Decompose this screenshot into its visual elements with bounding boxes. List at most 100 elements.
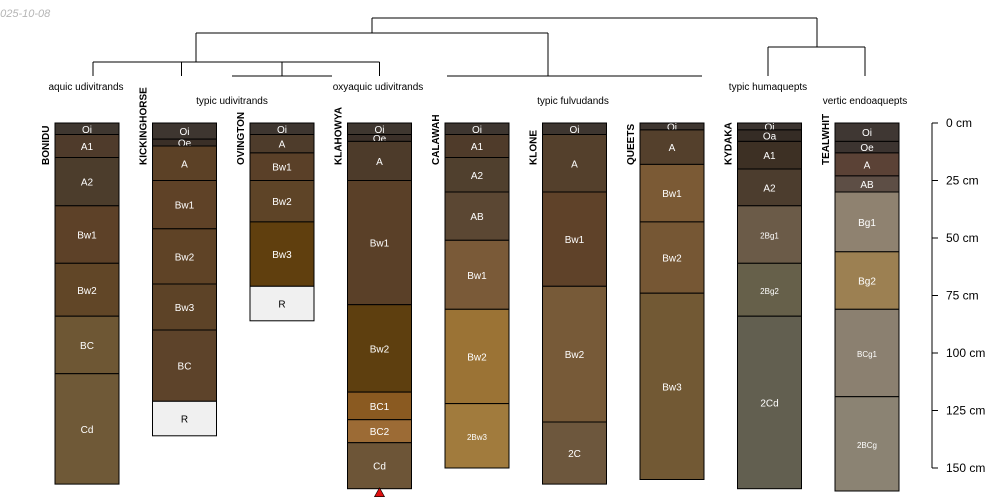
horizon-label: Oi (375, 125, 385, 136)
profile-name-label: TEALWHIT (821, 114, 832, 165)
horizon-band (542, 421, 607, 485)
classification-label: typic fulvudands (537, 96, 609, 107)
classification-label: typic humaquepts (729, 82, 807, 93)
horizon-band (347, 140, 412, 181)
horizon-label: BC1 (370, 402, 390, 413)
depth-axis-tick-label: 150 cm (946, 461, 985, 475)
horizon-label: A (864, 160, 871, 171)
horizon-label: Bg1 (858, 218, 876, 229)
horizon-band (54, 205, 120, 264)
horizon-band (347, 304, 412, 393)
classification-label: vertic endoaquepts (823, 96, 908, 107)
depth-axis-tick-label: 25 cm (946, 174, 979, 188)
horizon-band (834, 308, 900, 398)
horizon-label: Oi (862, 128, 872, 139)
horizon-label: Oi (765, 122, 775, 133)
horizon-band (152, 400, 217, 437)
profile-name-label: KICKINGHORSE (139, 87, 150, 165)
horizon-band (444, 308, 510, 405)
horizon-band (152, 283, 217, 331)
horizon-band (639, 129, 705, 165)
horizon-label: BCg1 (857, 350, 878, 359)
horizon-band (737, 168, 802, 207)
profile-name-label: KYDAKA (724, 122, 735, 165)
horizon-band (249, 221, 315, 287)
horizon-band (249, 285, 315, 322)
classification-label: aquic udivitrands (48, 82, 123, 93)
horizon-label: Oe (860, 143, 874, 154)
horizon-band (152, 329, 217, 402)
horizon-label: A2 (81, 178, 94, 189)
horizon-label: Bw1 (272, 163, 292, 174)
horizon-band (737, 205, 802, 264)
horizon-band (639, 292, 705, 481)
horizon-label: BC2 (370, 427, 390, 438)
horizon-label: A (181, 159, 188, 170)
horizon-label: AB (470, 212, 484, 223)
depth-axis-tick-label: 50 cm (946, 231, 979, 245)
horizon-label: Oi (82, 125, 92, 136)
horizon-label: Bw1 (370, 239, 390, 250)
horizon-band (347, 391, 412, 421)
horizon-label: Oi (667, 122, 677, 133)
profile-name-label: QUEETS (626, 124, 637, 165)
horizon-label: Bw1 (467, 271, 487, 282)
horizon-label: Cd (81, 425, 94, 436)
horizon-band (834, 396, 900, 492)
horizon-label: Oi (570, 125, 580, 136)
horizon-band (249, 180, 315, 223)
horizon-band (444, 191, 510, 241)
horizon-band (152, 228, 217, 285)
horizon-label: 2BCg (857, 441, 877, 450)
horizon-label: Bw2 (662, 254, 682, 265)
horizon-band (639, 221, 705, 294)
profile-name-label: BONIDU (41, 126, 52, 165)
horizon-label: Bw3 (662, 382, 682, 393)
classification-label: typic udivitrands (196, 96, 268, 107)
horizon-label: A1 (471, 142, 484, 153)
horizon-label: A1 (763, 151, 776, 162)
horizon-band (737, 315, 802, 490)
horizon-label: R (278, 300, 285, 311)
horizon-label: Bw1 (662, 189, 682, 200)
horizon-label: Bw1 (77, 231, 97, 242)
horizon-band (542, 134, 607, 193)
horizon-label: Bg2 (858, 277, 876, 288)
profile-name-label: CALAWAH (431, 114, 442, 165)
horizon-label: Cd (373, 462, 386, 473)
horizon-label: R (181, 415, 188, 426)
horizon-band (54, 157, 120, 207)
depth-axis-tick-label: 100 cm (946, 346, 985, 360)
horizon-label: A (571, 159, 578, 170)
horizon-band (347, 442, 412, 490)
horizon-label: Bw2 (565, 350, 585, 361)
horizon-label: A (279, 140, 286, 151)
horizon-label: Bw3 (175, 303, 195, 314)
horizon-label: Bw2 (370, 344, 390, 355)
horizon-band (834, 191, 900, 253)
depth-axis-tick-label: 75 cm (946, 289, 979, 303)
horizon-label: BC (178, 362, 192, 373)
horizon-label: Oe (178, 139, 192, 150)
profile-name-label: KLONE (529, 130, 540, 165)
horizon-label: Bw3 (272, 250, 292, 261)
horizon-label: A1 (81, 142, 94, 153)
horizon-label: Bw2 (77, 286, 97, 297)
horizon-label: Oi (180, 127, 190, 138)
horizon-label: BC (80, 341, 94, 352)
horizon-label: Oi (472, 125, 482, 136)
horizon-label: Bw1 (565, 235, 585, 246)
horizon-label: Bw2 (175, 252, 195, 263)
horizon-band (737, 262, 802, 317)
horizon-band (54, 373, 120, 485)
horizon-label: 2Cd (760, 398, 778, 409)
horizon-label: Bw2 (272, 197, 292, 208)
horizon-label: 2Bw3 (467, 433, 488, 442)
horizon-label: AB (860, 180, 874, 191)
date-stamp: 2025-10-08 (0, 8, 51, 20)
horizon-label: A (669, 143, 676, 154)
horizon-label: A (376, 157, 383, 168)
horizon-label: A2 (471, 171, 484, 182)
horizon-band (834, 251, 900, 310)
